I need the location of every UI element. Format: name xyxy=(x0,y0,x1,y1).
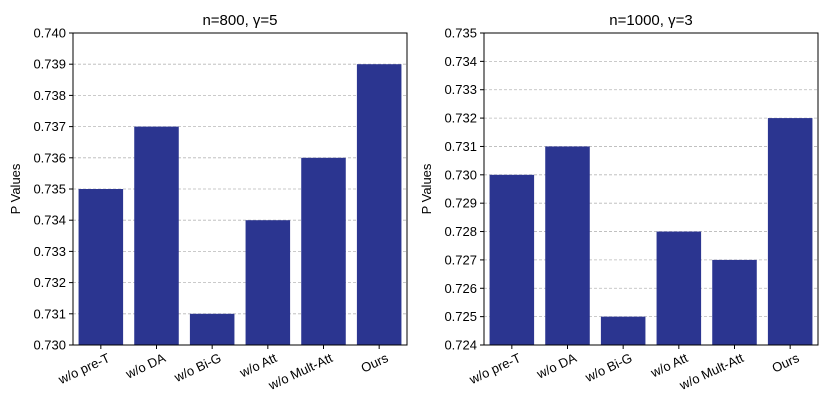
y-tick-label: 0.730 xyxy=(33,338,66,353)
x-tick-label: w/o Bi-G xyxy=(582,350,634,385)
bar-6 xyxy=(767,118,813,345)
y-tick-label: 0.739 xyxy=(33,57,66,72)
chart-1: 0.730 0.731 0.732 0.733 0.734 0.735 0.736 0.737… xyxy=(8,12,408,393)
y-tick-label: 0.732 xyxy=(33,275,66,290)
x-tick-label: w/o pre-T xyxy=(466,350,523,387)
y-tick-label: 0.736 xyxy=(33,150,66,165)
bar-3 xyxy=(189,313,235,345)
x-tick-label: w/o Mult-Att xyxy=(265,350,335,393)
x-tick-label: w/o Bi-G xyxy=(171,350,223,385)
y-tick-label: 0.735 xyxy=(33,182,66,197)
y-axis-label: P Values xyxy=(419,163,434,214)
bar-4 xyxy=(245,220,291,345)
y-tick-label: 0.727 xyxy=(444,252,477,267)
y-tick-label: 0.738 xyxy=(33,88,66,103)
y-tick-label: 0.731 xyxy=(33,306,66,321)
y-tick-label: 0.734 xyxy=(444,54,477,69)
y-tick-label: 0.740 xyxy=(33,26,66,41)
plot-frame xyxy=(483,32,819,346)
y-tick-label: 0.731 xyxy=(444,139,477,154)
chart-title: n=800, γ=5 xyxy=(202,12,277,29)
y-tick-label: 0.737 xyxy=(33,119,66,134)
x-tick-label: Ours xyxy=(770,350,802,376)
y-tick-label: 0.733 xyxy=(33,244,66,259)
y-tick-label: 0.726 xyxy=(444,281,477,296)
bar-4 xyxy=(656,231,702,345)
x-tick-label: w/o Mult-Att xyxy=(676,350,746,393)
x-tick-label: w/o pre-T xyxy=(55,350,112,387)
y-tick-label: 0.728 xyxy=(444,224,477,239)
plot-frame xyxy=(72,32,408,346)
y-axis-label: P Values xyxy=(8,163,23,214)
bar-2 xyxy=(545,146,590,345)
y-tick-label: 0.735 xyxy=(444,26,477,41)
x-tick-label: Ours xyxy=(359,350,391,376)
y-tick-label: 0.734 xyxy=(33,213,66,228)
y-tick-label: 0.725 xyxy=(444,309,477,324)
y-tick-label: 0.733 xyxy=(444,82,477,97)
bar-3 xyxy=(600,316,646,345)
bar-5 xyxy=(712,259,757,345)
bar-2 xyxy=(134,126,179,345)
chart-2: 0.724 0.725 0.726 0.727 0.728 0.729 0.730 0.731… xyxy=(419,12,819,393)
y-tick-label: 0.729 xyxy=(444,196,477,211)
x-tick-label: w/o DA xyxy=(534,350,580,382)
y-tick-label: 0.732 xyxy=(444,111,477,126)
bar-1 xyxy=(489,174,535,345)
y-tick-label: 0.730 xyxy=(444,167,477,182)
bar-5 xyxy=(301,157,346,345)
chart-title: n=1000, γ=3 xyxy=(609,12,692,29)
bar-6 xyxy=(356,64,402,345)
bar-1 xyxy=(78,189,124,345)
y-tick-label: 0.724 xyxy=(444,338,477,353)
x-tick-label: w/o DA xyxy=(123,350,169,382)
